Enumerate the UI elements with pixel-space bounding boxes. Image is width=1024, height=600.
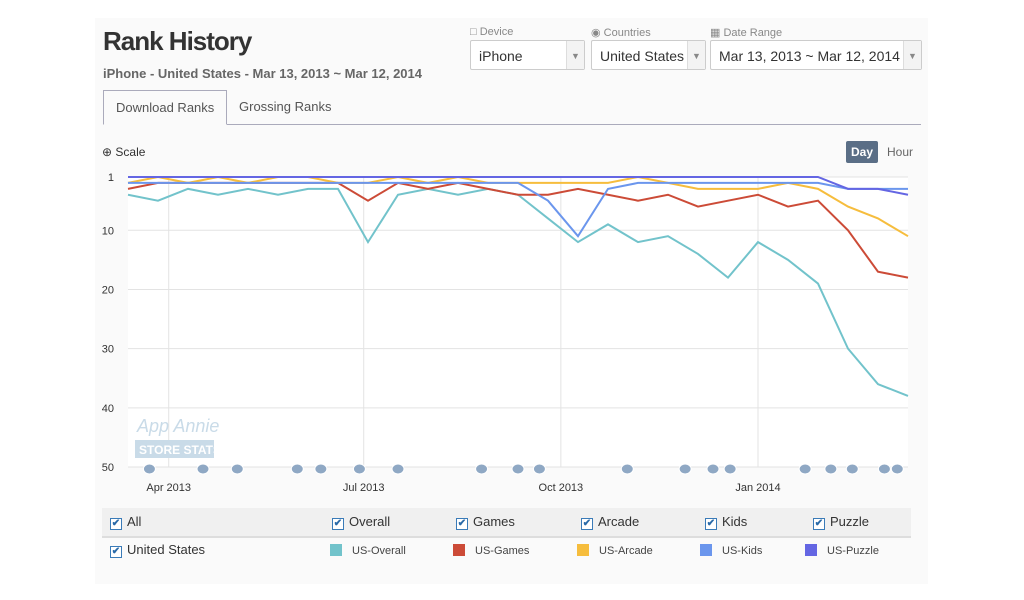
country-select[interactable]: United States ▼ — [591, 40, 706, 70]
annotation-marker-icon[interactable] — [798, 463, 812, 475]
hour-button[interactable]: Hour — [887, 145, 914, 159]
annotation-marker-icon[interactable] — [877, 463, 891, 475]
watermark-app-annie: App Annie — [136, 416, 219, 436]
scale-button[interactable]: ⊕ Scale — [102, 145, 146, 159]
annotation-marker-icon[interactable] — [230, 463, 244, 475]
y-tick-label: 10 — [102, 225, 114, 237]
y-tick-label: 30 — [102, 344, 114, 356]
chevron-down-icon: ▼ — [566, 41, 584, 69]
all-checkbox[interactable]: ✔ All — [110, 514, 142, 530]
date-range-label: ▦ Date Range — [710, 27, 783, 39]
annotation-marker-icon[interactable] — [314, 463, 328, 475]
date-range-select[interactable]: Mar 13, 2013 ~ Mar 12, 2014 ▼ — [710, 40, 922, 70]
kids-checkbox[interactable]: ✔ Kids — [705, 514, 748, 530]
annotation-marker-icon[interactable] — [391, 463, 405, 475]
united-states-checkbox[interactable]: ✔ United States — [110, 542, 206, 558]
page-title: Rank History — [103, 26, 252, 56]
annotation-marker-icon[interactable] — [290, 463, 304, 475]
plot-area — [128, 177, 908, 467]
annotation-marker-icon[interactable] — [890, 463, 904, 475]
x-tick-label: Jul 2013 — [343, 482, 385, 494]
filter-bar — [102, 508, 911, 538]
legend-us-kids[interactable]: US-Kids — [700, 544, 762, 557]
annotation-marker-icon[interactable] — [678, 463, 692, 475]
countries-label: ◉ Countries — [591, 27, 651, 39]
legend-us-games[interactable]: US-Games — [453, 544, 529, 557]
y-tick-label: 50 — [102, 462, 114, 474]
series-line-us-puzzle — [128, 176, 909, 196]
annotation-marker-icon[interactable] — [723, 463, 737, 475]
annotation-marker-icon[interactable] — [511, 463, 525, 475]
x-tick-label: Apr 2013 — [146, 482, 191, 494]
watermark-badge — [135, 440, 214, 458]
watermark-store-stats: STORE STATS — [139, 443, 221, 457]
games-checkbox[interactable]: ✔ Games — [456, 514, 515, 530]
x-tick-label: Oct 2013 — [539, 482, 584, 494]
annotation-marker-icon[interactable] — [352, 463, 366, 475]
x-tick-label: Jan 2014 — [735, 482, 780, 494]
annotation-marker-icon[interactable] — [845, 463, 859, 475]
tab-download-ranks[interactable]: Download Ranks — [103, 90, 228, 125]
rank-tabs: Download Ranks Grossing Ranks — [103, 90, 921, 125]
puzzle-checkbox[interactable]: ✔ Puzzle — [813, 514, 870, 530]
legend-us-arcade[interactable]: US-Arcade — [577, 544, 653, 557]
annotation-marker-icon[interactable] — [475, 463, 489, 475]
annotation-marker-icon[interactable] — [620, 463, 634, 475]
chevron-down-icon: ▼ — [903, 41, 921, 69]
page-subtitle: iPhone - United States - Mar 13, 2013 ~ … — [103, 66, 422, 81]
y-tick-label: 40 — [102, 403, 114, 415]
y-tick-label: 1 — [108, 172, 114, 184]
y-tick-label: 20 — [102, 284, 114, 296]
device-select[interactable]: iPhone ▼ — [470, 40, 585, 70]
day-button[interactable]: Day — [846, 141, 879, 163]
device-label: □ Device — [470, 26, 514, 38]
tab-grossing-ranks[interactable]: Grossing Ranks — [239, 99, 332, 114]
chevron-down-icon: ▼ — [687, 41, 705, 69]
zoom-icon: ⊕ — [102, 145, 113, 159]
annotation-marker-icon[interactable] — [142, 463, 156, 475]
annotation-marker-icon[interactable] — [196, 463, 210, 475]
annotation-marker-icon[interactable] — [706, 463, 720, 475]
legend-us-overall[interactable]: US-Overall — [330, 544, 406, 557]
arcade-checkbox[interactable]: ✔ Arcade — [581, 514, 640, 530]
annotation-marker-icon[interactable] — [824, 463, 838, 475]
legend-us-puzzle[interactable]: US-Puzzle — [805, 544, 879, 557]
annotation-marker-icon[interactable] — [532, 463, 546, 475]
series-line-us-kids — [128, 181, 908, 238]
overall-checkbox[interactable]: ✔ Overall — [332, 514, 391, 530]
